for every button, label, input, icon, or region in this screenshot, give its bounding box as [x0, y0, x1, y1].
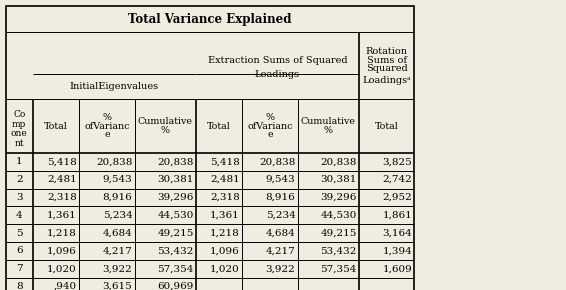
- Text: 6: 6: [16, 246, 23, 255]
- Text: Loadings: Loadings: [255, 70, 300, 79]
- Text: %: %: [265, 113, 275, 122]
- Text: nt: nt: [14, 139, 24, 148]
- Text: 5,234: 5,234: [102, 211, 132, 220]
- Text: Total Variance Explained: Total Variance Explained: [128, 13, 291, 26]
- Text: 20,838: 20,838: [259, 157, 295, 166]
- Text: 1,609: 1,609: [382, 264, 412, 273]
- Text: Total: Total: [207, 122, 231, 130]
- Text: 9,543: 9,543: [102, 175, 132, 184]
- Text: 2,318: 2,318: [47, 193, 77, 202]
- Text: 3,615: 3,615: [102, 282, 132, 290]
- Text: 57,354: 57,354: [320, 264, 357, 273]
- Text: 2,742: 2,742: [382, 175, 412, 184]
- Text: %: %: [324, 126, 333, 135]
- Text: 53,432: 53,432: [157, 246, 194, 255]
- Text: Cumulative: Cumulative: [301, 117, 356, 126]
- Text: Rotation: Rotation: [366, 47, 408, 56]
- Text: 49,215: 49,215: [157, 229, 194, 238]
- Text: 2,481: 2,481: [47, 175, 77, 184]
- Text: Loadingsᵃ: Loadingsᵃ: [362, 76, 411, 85]
- Text: 1,218: 1,218: [210, 229, 240, 238]
- Text: 30,381: 30,381: [320, 175, 357, 184]
- Text: 1,861: 1,861: [382, 211, 412, 220]
- Text: %: %: [102, 113, 112, 122]
- Text: 20,838: 20,838: [96, 157, 132, 166]
- Text: 4,684: 4,684: [265, 229, 295, 238]
- Text: 9,543: 9,543: [265, 175, 295, 184]
- Text: 1,361: 1,361: [47, 211, 77, 220]
- Text: 44,530: 44,530: [320, 211, 357, 220]
- Text: 1,020: 1,020: [47, 264, 77, 273]
- Text: 5: 5: [16, 229, 23, 238]
- Text: 1,361: 1,361: [210, 211, 240, 220]
- Text: 3,825: 3,825: [382, 157, 412, 166]
- Text: 49,215: 49,215: [320, 229, 357, 238]
- Text: 44,530: 44,530: [157, 211, 194, 220]
- Text: ,940: ,940: [54, 282, 77, 290]
- Text: 1,394: 1,394: [382, 246, 412, 255]
- Text: 3,922: 3,922: [102, 264, 132, 273]
- Bar: [6, 6, 414, 290]
- Text: InitialEigenvalues: InitialEigenvalues: [70, 82, 159, 91]
- Text: mp: mp: [12, 119, 27, 129]
- Text: 2: 2: [16, 175, 23, 184]
- Text: 2,481: 2,481: [210, 175, 240, 184]
- Text: ofVarianc: ofVarianc: [247, 122, 293, 130]
- Text: 7: 7: [16, 264, 23, 273]
- Text: Extraction Sums of Squared: Extraction Sums of Squared: [208, 55, 347, 65]
- Text: 30,381: 30,381: [157, 175, 194, 184]
- Text: 8,916: 8,916: [102, 193, 132, 202]
- Text: 39,296: 39,296: [157, 193, 194, 202]
- Text: ofVarianc: ofVarianc: [84, 122, 130, 130]
- Text: 53,432: 53,432: [320, 246, 357, 255]
- Text: 3: 3: [16, 193, 23, 202]
- Text: 3,164: 3,164: [382, 229, 412, 238]
- Text: 5,418: 5,418: [47, 157, 77, 166]
- Text: 1,020: 1,020: [210, 264, 240, 273]
- Text: e: e: [104, 130, 110, 139]
- Text: Cumulative: Cumulative: [138, 117, 193, 126]
- Text: e: e: [267, 130, 273, 139]
- Text: 8: 8: [16, 282, 23, 290]
- Text: 39,296: 39,296: [320, 193, 357, 202]
- Text: 60,969: 60,969: [157, 282, 194, 290]
- Text: 2,952: 2,952: [382, 193, 412, 202]
- Text: Total: Total: [375, 122, 398, 130]
- Text: Sums of: Sums of: [367, 55, 406, 65]
- Text: 2,318: 2,318: [210, 193, 240, 202]
- Text: 1,218: 1,218: [47, 229, 77, 238]
- Text: one: one: [11, 129, 28, 138]
- Text: 8,916: 8,916: [265, 193, 295, 202]
- Text: 5,418: 5,418: [210, 157, 240, 166]
- Text: 1,096: 1,096: [210, 246, 240, 255]
- Text: Total: Total: [44, 122, 68, 130]
- Text: 1: 1: [16, 157, 23, 166]
- Text: 4,217: 4,217: [102, 246, 132, 255]
- Text: 4,684: 4,684: [102, 229, 132, 238]
- Text: 4,217: 4,217: [265, 246, 295, 255]
- Text: Squared: Squared: [366, 64, 408, 73]
- Text: 4: 4: [16, 211, 23, 220]
- Text: 1,096: 1,096: [47, 246, 77, 255]
- Text: 57,354: 57,354: [157, 264, 194, 273]
- Text: 5,234: 5,234: [265, 211, 295, 220]
- Text: 20,838: 20,838: [320, 157, 357, 166]
- Text: 20,838: 20,838: [157, 157, 194, 166]
- Text: 3,922: 3,922: [265, 264, 295, 273]
- Text: Co: Co: [13, 110, 25, 119]
- Text: %: %: [161, 126, 170, 135]
